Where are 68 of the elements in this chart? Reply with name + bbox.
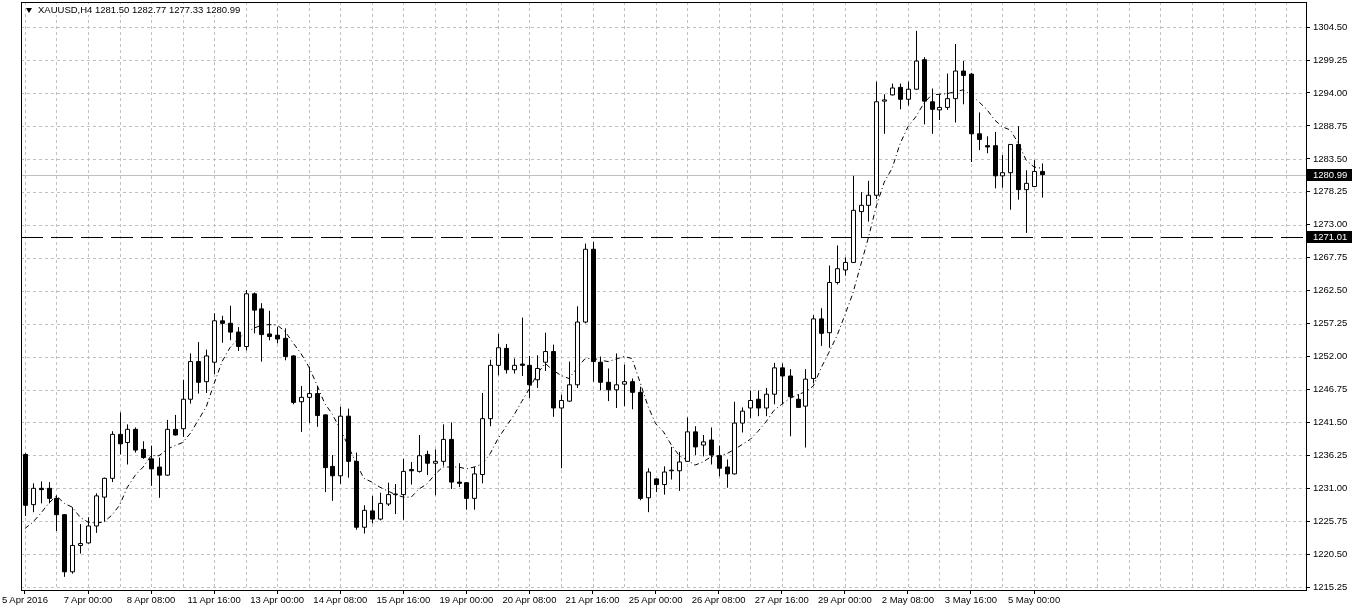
candlestick (291, 354, 296, 405)
ref-line-label: 1280.99 (1313, 169, 1348, 181)
x-tick-label: 11 Apr 16:00 (187, 594, 241, 606)
y-tick-label: 1278.25 (1313, 185, 1348, 197)
candlestick (386, 482, 391, 507)
x-tick-label: 2 May 08:00 (881, 594, 935, 606)
candlestick (977, 111, 982, 151)
y-tick-label: 1257.25 (1313, 317, 1348, 329)
y-tick-label: 1215.25 (1313, 580, 1348, 592)
candlestick (630, 378, 635, 410)
x-tick-label: 20 Apr 08:00 (502, 594, 557, 606)
y-tick-label: 1304.50 (1313, 20, 1348, 32)
candlestick (464, 481, 469, 511)
candlestick (196, 341, 201, 395)
x-tick-label: 8 Apr 08:00 (126, 594, 176, 606)
x-tick-label: 7 Apr 00:00 (63, 594, 113, 606)
candlestick (220, 315, 225, 344)
x-tick-label: 21 Apr 16:00 (565, 594, 620, 606)
y-tick-label: 1273.00 (1313, 218, 1348, 230)
y-tick-label: 1220.50 (1313, 547, 1348, 559)
y-tick-label: 1252.00 (1313, 350, 1348, 362)
y-tick-label: 1236.25 (1313, 449, 1348, 461)
candlestick (567, 361, 572, 403)
x-tick-label: 27 Apr 16:00 (754, 594, 809, 606)
x-tick-label: 15 Apr 16:00 (376, 594, 431, 606)
y-tick-label: 1288.75 (1313, 119, 1348, 131)
y-tick-label: 1241.50 (1313, 416, 1348, 428)
candlestick (772, 362, 777, 405)
candlestick (417, 434, 422, 474)
candlestick (252, 292, 257, 334)
candlestick (78, 523, 83, 555)
candlestick (835, 244, 840, 285)
candlestick (811, 314, 816, 385)
candlestick (496, 333, 501, 376)
x-tick-label: 13 Apr 00:00 (250, 594, 305, 606)
candlestick (370, 495, 375, 524)
candlestick (701, 434, 706, 457)
y-tick-label: 1246.75 (1313, 383, 1348, 395)
y-tick-label: 1231.00 (1313, 481, 1348, 493)
y-tick-label: 1299.25 (1313, 53, 1348, 65)
ref-line-label: 1271.01 (1313, 231, 1348, 243)
candlestick (267, 310, 272, 341)
candlestick (244, 289, 249, 351)
candlestick (188, 352, 193, 405)
x-tick-label: 3 May 16:00 (944, 594, 998, 606)
y-tick-label: 1262.50 (1313, 284, 1348, 296)
x-tick-label: 19 Apr 00:00 (439, 594, 494, 606)
chart-title: XAUUSD,H4 1281.50 1282.77 1277.33 1280.99 (37, 4, 242, 15)
x-tick-label: 26 Apr 08:00 (691, 594, 746, 606)
y-tick-label: 1294.00 (1313, 86, 1348, 98)
x-tick-label: 5 May 00:00 (1007, 594, 1061, 606)
candlestick (717, 445, 722, 477)
candlestick (930, 88, 935, 135)
candlestick (543, 332, 548, 372)
candlestick (882, 93, 887, 135)
candlestick (622, 364, 627, 407)
y-tick-label: 1225.75 (1313, 514, 1348, 526)
candlestick (685, 416, 690, 463)
candlestick (819, 307, 824, 347)
x-tick-label: 14 Apr 08:00 (313, 594, 368, 606)
y-tick-label: 1267.75 (1313, 251, 1348, 263)
x-tick-label: 5 Apr 2016 (1, 594, 48, 606)
y-tick-label: 1283.50 (1313, 152, 1348, 164)
candlestick (472, 466, 477, 511)
candlestick (212, 312, 217, 375)
x-tick-label: 29 Apr 00:00 (817, 594, 872, 606)
x-tick-label: 25 Apr 00:00 (628, 594, 683, 606)
candlestick (307, 366, 312, 424)
